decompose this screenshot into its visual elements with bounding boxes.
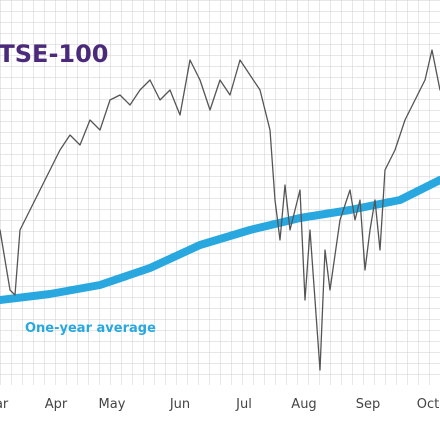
x-tick-label: Mar — [0, 397, 9, 412]
x-tick-label: Jul — [235, 397, 252, 412]
x-tick-label: Oct — [417, 397, 439, 412]
chart-title: FTSE-100 — [0, 40, 109, 68]
x-tick-label: Jun — [169, 397, 190, 412]
price-line — [0, 49, 440, 371]
series-label: One-year average — [25, 321, 156, 336]
x-tick-label: May — [99, 397, 126, 412]
plot — [0, 49, 440, 371]
x-tick-label: Apr — [45, 397, 68, 412]
x-tick-label: Sep — [356, 397, 381, 412]
grid — [0, 0, 440, 385]
x-tick-label: Aug — [291, 397, 316, 412]
